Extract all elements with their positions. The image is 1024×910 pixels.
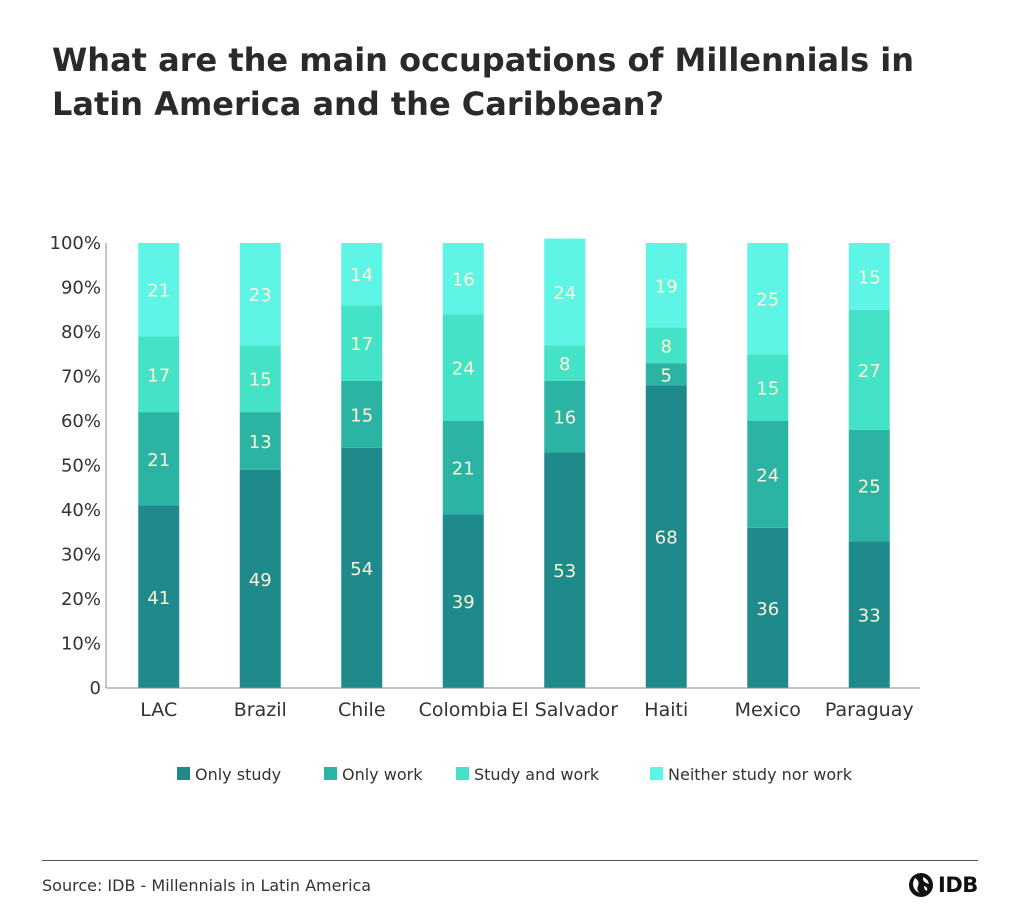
bar-segment <box>138 243 180 337</box>
bar-segment <box>138 412 180 506</box>
bar-segment <box>544 380 586 453</box>
x-tick-label: Colombia <box>419 699 508 721</box>
data-label: 13 <box>249 432 272 453</box>
y-tick-label: 80% <box>61 322 101 343</box>
data-label: 39 <box>452 592 475 613</box>
bar-segment <box>747 527 789 688</box>
data-label: 24 <box>452 359 475 380</box>
data-label: 15 <box>756 379 779 400</box>
idb-logo: IDB <box>908 872 978 898</box>
bar-segment <box>848 429 890 542</box>
bar-segment <box>341 380 383 448</box>
data-label: 25 <box>756 290 779 311</box>
y-tick-label: 10% <box>61 634 101 655</box>
data-label: 21 <box>147 281 170 302</box>
data-label: 33 <box>858 606 881 627</box>
data-label: 8 <box>661 336 672 357</box>
bar-segment <box>138 336 180 413</box>
bar-segment <box>442 243 484 315</box>
data-label: 21 <box>452 459 475 480</box>
legend-swatch <box>456 767 469 780</box>
globe-icon <box>909 873 933 897</box>
y-tick-label: 100% <box>50 233 101 254</box>
data-label: 15 <box>858 267 881 288</box>
data-label: 27 <box>858 361 881 382</box>
bar-segment <box>341 447 383 688</box>
y-tick-label: 70% <box>61 367 101 388</box>
data-label: 25 <box>858 477 881 498</box>
x-tick-label: Haiti <box>644 699 688 721</box>
bar-segment <box>645 363 687 386</box>
bar-segment <box>747 354 789 421</box>
source-note: Source: IDB - Millennials in Latin Ameri… <box>42 876 372 895</box>
bar-segment <box>544 238 586 346</box>
legend-label: Neither study nor work <box>668 765 853 784</box>
bar-segment <box>341 305 383 381</box>
data-label: 53 <box>553 561 576 582</box>
data-label: 16 <box>452 270 475 291</box>
bar-segment <box>544 452 586 688</box>
data-label: 17 <box>147 365 170 386</box>
y-tick-label: 30% <box>61 545 101 566</box>
data-label: 17 <box>350 334 373 355</box>
bar-segment <box>239 345 281 413</box>
legend-label: Study and work <box>474 765 600 784</box>
x-tick-label: El Salvador <box>511 699 618 721</box>
x-tick-label: Paraguay <box>825 699 914 721</box>
data-label: 14 <box>350 265 373 286</box>
x-tick-label: Chile <box>338 699 386 721</box>
legend-swatch <box>650 767 663 780</box>
data-label: 21 <box>147 450 170 471</box>
data-label: 24 <box>756 465 779 486</box>
data-label: 24 <box>553 283 576 304</box>
bar-segment <box>848 541 890 688</box>
data-label: 23 <box>249 285 272 306</box>
data-label: 5 <box>661 365 672 386</box>
bar-segment <box>747 243 789 355</box>
legend-swatch <box>177 767 190 780</box>
bar-segment <box>747 421 789 528</box>
y-tick-label: 0 <box>90 678 101 699</box>
data-label: 36 <box>756 599 779 620</box>
data-label: 41 <box>147 588 170 609</box>
y-tick-label: 40% <box>61 500 101 521</box>
x-tick-label: LAC <box>140 699 177 721</box>
legend-label: Only work <box>342 765 423 784</box>
bar-segment <box>442 514 484 688</box>
bar-segment <box>239 412 281 470</box>
stacked-bar-chart: 0 10% 20% 30% 40% 50% 60% 70% 80% 90% 100% 41 21 17 21… <box>50 233 920 784</box>
bar-segment <box>645 327 687 364</box>
bar-segment <box>442 421 484 515</box>
data-label: 49 <box>249 570 272 591</box>
bar-segment <box>239 469 281 688</box>
bar-segment <box>848 309 890 430</box>
bar-segment <box>645 243 687 328</box>
y-tick-label: 50% <box>61 456 101 477</box>
data-label: 54 <box>350 559 373 580</box>
legend-label: Only study <box>195 765 281 784</box>
y-tick-label: 90% <box>61 278 101 299</box>
bar-segment <box>442 314 484 421</box>
x-tick-label: Brazil <box>234 699 287 721</box>
data-label: 8 <box>559 354 570 375</box>
bar-segment <box>848 243 890 310</box>
x-tick-label: Mexico <box>735 699 801 721</box>
y-tick-label: 60% <box>61 411 101 432</box>
bar-segment <box>341 243 383 306</box>
bar-segment <box>239 243 281 346</box>
legend-swatch <box>324 767 337 780</box>
chart-title: What are the main occupations of Millenn… <box>52 41 915 123</box>
data-label: 19 <box>655 276 678 297</box>
data-label: 16 <box>553 408 576 429</box>
bar-segment <box>544 345 586 381</box>
bar-segment <box>645 385 687 688</box>
data-label: 15 <box>350 405 373 426</box>
data-label: 68 <box>655 528 678 549</box>
data-label: 15 <box>249 370 272 391</box>
logo-text: IDB <box>938 873 978 897</box>
footer-divider <box>42 860 978 861</box>
bar-segment <box>138 505 180 688</box>
y-tick-label: 20% <box>61 589 101 610</box>
